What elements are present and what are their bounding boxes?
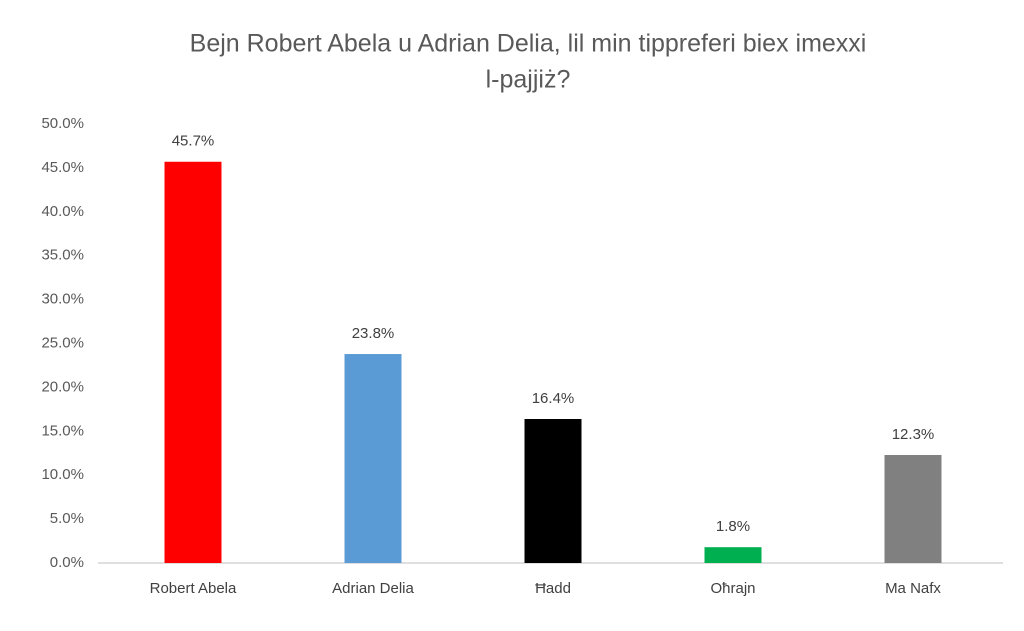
y-tick-label: 0.0% <box>50 554 84 571</box>
x-tick-label: Ma Nafx <box>885 580 941 597</box>
bar <box>524 419 582 563</box>
y-tick-label: 40.0% <box>41 203 84 220</box>
y-tick-label: 5.0% <box>50 510 84 527</box>
x-tick-label: Robert Abela <box>150 580 237 597</box>
x-tick-label: Ħadd <box>535 580 571 597</box>
data-label: 1.8% <box>716 518 750 535</box>
y-tick-label: 15.0% <box>41 422 84 439</box>
y-tick-label: 35.0% <box>41 247 84 264</box>
y-tick-label: 50.0% <box>41 115 84 132</box>
y-tick-label: 25.0% <box>41 334 84 351</box>
bar <box>704 547 762 563</box>
y-tick-label: 30.0% <box>41 291 84 308</box>
data-label: 12.3% <box>892 426 935 443</box>
y-tick-label: 20.0% <box>41 378 84 395</box>
y-tick-label: 45.0% <box>41 159 84 176</box>
data-label: 16.4% <box>532 390 575 407</box>
data-label: 45.7% <box>172 133 215 150</box>
chart-title: l-pajjiż? <box>486 66 571 94</box>
bar <box>164 161 222 563</box>
x-tick-label: Adrian Delia <box>332 580 414 597</box>
chart-title: Bejn Robert Abela u Adrian Delia, lil mi… <box>190 30 867 58</box>
data-label: 23.8% <box>352 325 395 342</box>
bar <box>344 354 402 563</box>
bar <box>884 455 942 563</box>
x-tick-label: Oħrajn <box>710 580 755 597</box>
y-tick-label: 10.0% <box>41 466 84 483</box>
